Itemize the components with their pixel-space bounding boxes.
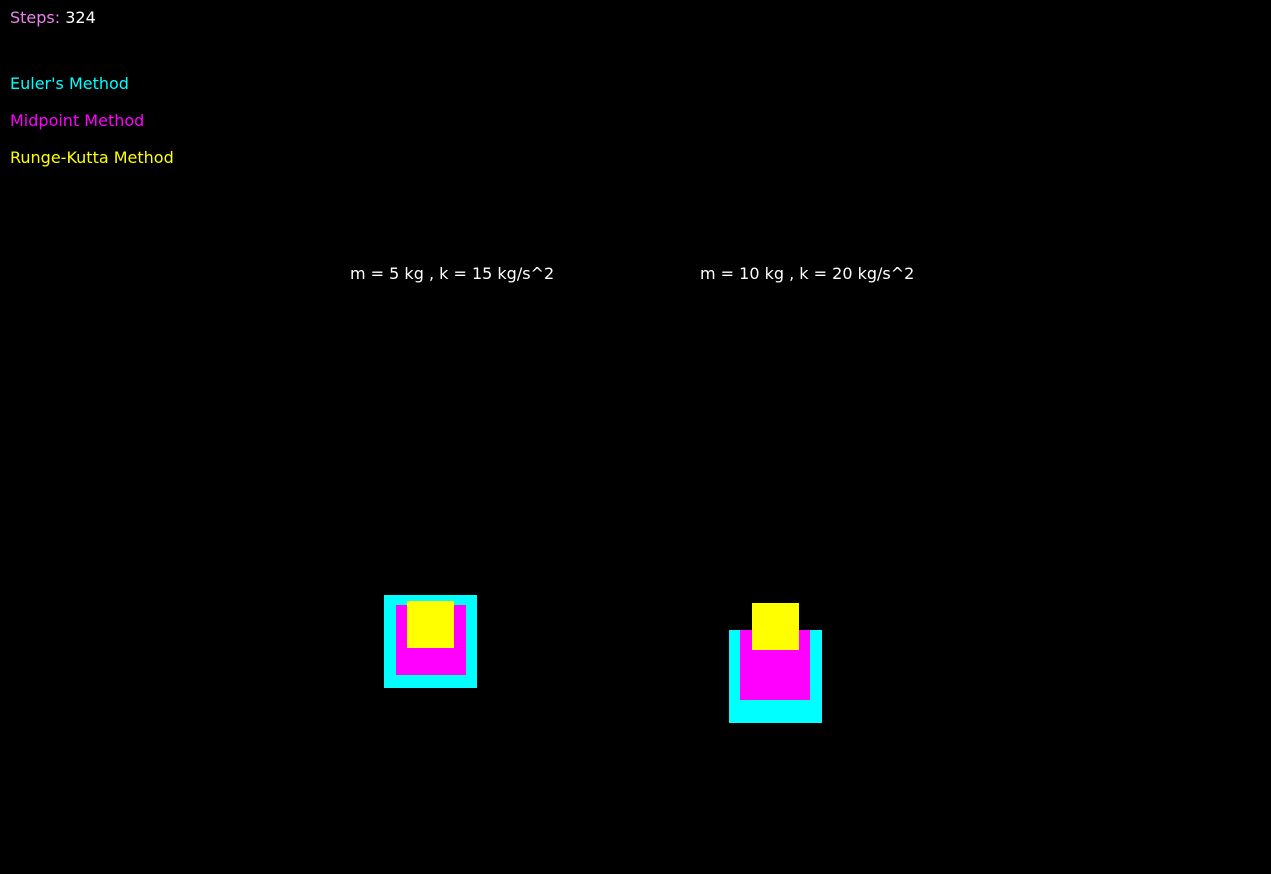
left-runge-kutta-mass bbox=[407, 601, 454, 648]
legend-runge-kutta: Runge-Kutta Method bbox=[10, 148, 174, 167]
steps-label: Steps: bbox=[10, 8, 61, 27]
system-right-params: m = 10 kg , k = 20 kg/s^2 bbox=[700, 264, 915, 283]
system-left-params: m = 5 kg , k = 15 kg/s^2 bbox=[350, 264, 555, 283]
steps-value: 324 bbox=[65, 8, 96, 27]
legend-midpoint: Midpoint Method bbox=[10, 111, 145, 130]
right-runge-kutta-mass bbox=[752, 603, 799, 650]
steps-counter: Steps: 324 bbox=[10, 8, 96, 28]
legend-euler: Euler's Method bbox=[10, 74, 129, 93]
